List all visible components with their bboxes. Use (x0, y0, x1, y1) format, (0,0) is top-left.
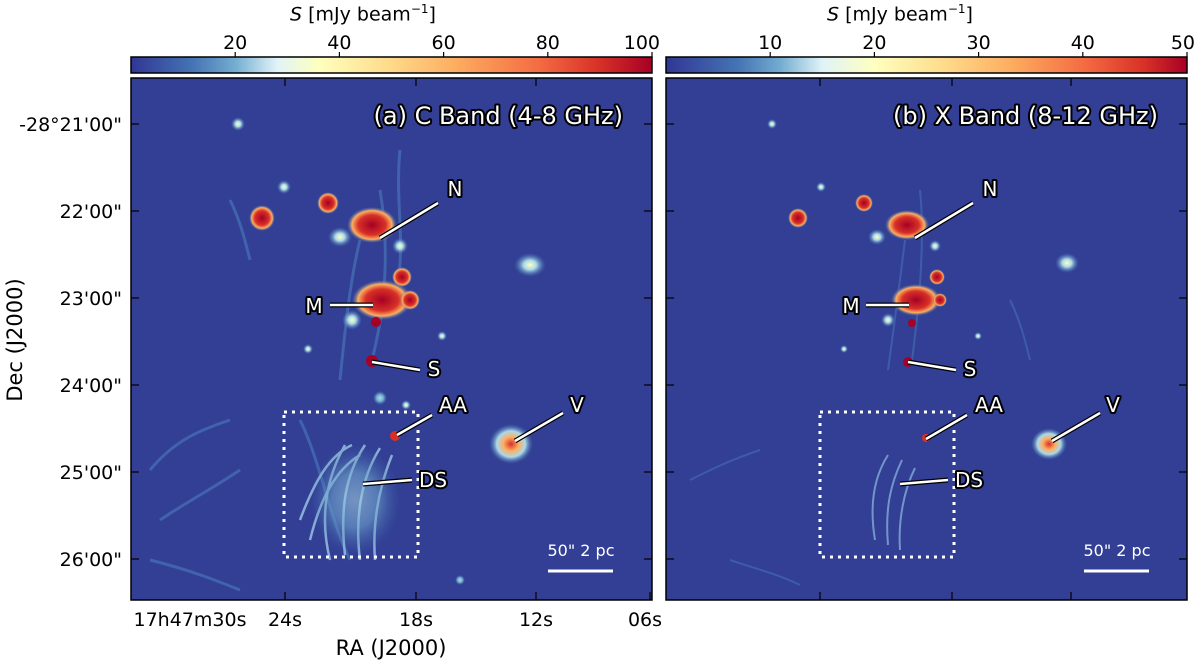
panel-b-title: (b) X Band (8-12 GHz) (893, 102, 1158, 130)
y-tick-labels: -28°21'00" 22'00" 23'00" 24'00" 25'00" 2… (19, 114, 122, 571)
panel-b-ds-box (818, 410, 956, 559)
panel-b-image (666, 78, 1187, 600)
label-N-b: N (983, 177, 998, 201)
x-tick-label: 12s (519, 609, 553, 631)
panel-b-frame (665, 77, 1188, 601)
colorbar-tick-label: 50 (1171, 32, 1195, 54)
label-V-a: V (570, 393, 584, 417)
x-axis-label: RA (J2000) (336, 636, 447, 660)
y-tick-label: 26'00" (60, 549, 122, 571)
colorbar-b-ticks: 10 20 30 40 50 (758, 32, 1195, 57)
ds-region-b (871, 454, 916, 551)
colorbar-tick-label: 30 (967, 32, 991, 54)
y-tick-label: 22'00" (60, 201, 122, 223)
x-tick-labels: 17h47m30s 24s 18s 12s 06s (134, 609, 663, 631)
label-S-a: S (428, 357, 441, 381)
label-AA-a: AA (439, 393, 467, 417)
y-tick-label: 23'00" (60, 288, 122, 310)
colorbar-label-b: S [mJy beam−1] (827, 2, 973, 26)
label-AA-b: AA (975, 393, 1003, 417)
label-S-b: S (964, 357, 977, 381)
label-M-b: M (842, 294, 859, 318)
panel-a-ds-box (282, 410, 420, 559)
colorbar-a (130, 56, 653, 74)
colorbar-tick-label: 20 (223, 32, 247, 54)
colorbar-tick-label: 100 (624, 32, 660, 54)
colorbar-tick-label: 20 (862, 32, 886, 54)
colorbar-tick-label: 10 (758, 32, 782, 54)
x-tick-label: 17h47m30s (134, 609, 247, 631)
panel-b-scalebar-label: 50" 2 pc (1083, 541, 1150, 560)
panel-a-frame (130, 77, 653, 601)
colorbar-a-ticks: 20 40 60 80 100 (223, 32, 660, 57)
y-tick-label: -28°21'00" (19, 114, 122, 136)
label-M-a: M (305, 294, 322, 318)
label-N-a: N (448, 177, 463, 201)
panel-a-pointers (330, 200, 565, 487)
y-tick-label: 24'00" (60, 375, 122, 397)
colorbar-tick-label: 60 (432, 32, 456, 54)
colorbar-label-a: S [mJy beam−1] (290, 2, 436, 26)
y-axis-label: Dec (J2000) (3, 278, 27, 401)
colorbar-tick-label: 80 (536, 32, 560, 54)
x-tick-label: 24s (268, 609, 302, 631)
colorbar-tick-label: 40 (327, 32, 351, 54)
panel-a-scalebar-label: 50" 2 pc (547, 541, 614, 560)
label-DS-a: DS (419, 468, 447, 492)
x-tick-label: 06s (628, 609, 662, 631)
label-DS-b: DS (955, 468, 983, 492)
panel-b-pointers (866, 200, 1102, 487)
label-V-b: V (1106, 393, 1120, 417)
panel-a-title: (a) C Band (4-8 GHz) (374, 102, 624, 130)
colorbar-tick-label: 40 (1071, 32, 1095, 54)
panel-a-image (131, 78, 652, 600)
axis-tick-marks (131, 78, 1187, 600)
x-tick-label: 18s (399, 609, 433, 631)
colorbar-b (665, 56, 1188, 74)
y-tick-label: 25'00" (60, 462, 122, 484)
